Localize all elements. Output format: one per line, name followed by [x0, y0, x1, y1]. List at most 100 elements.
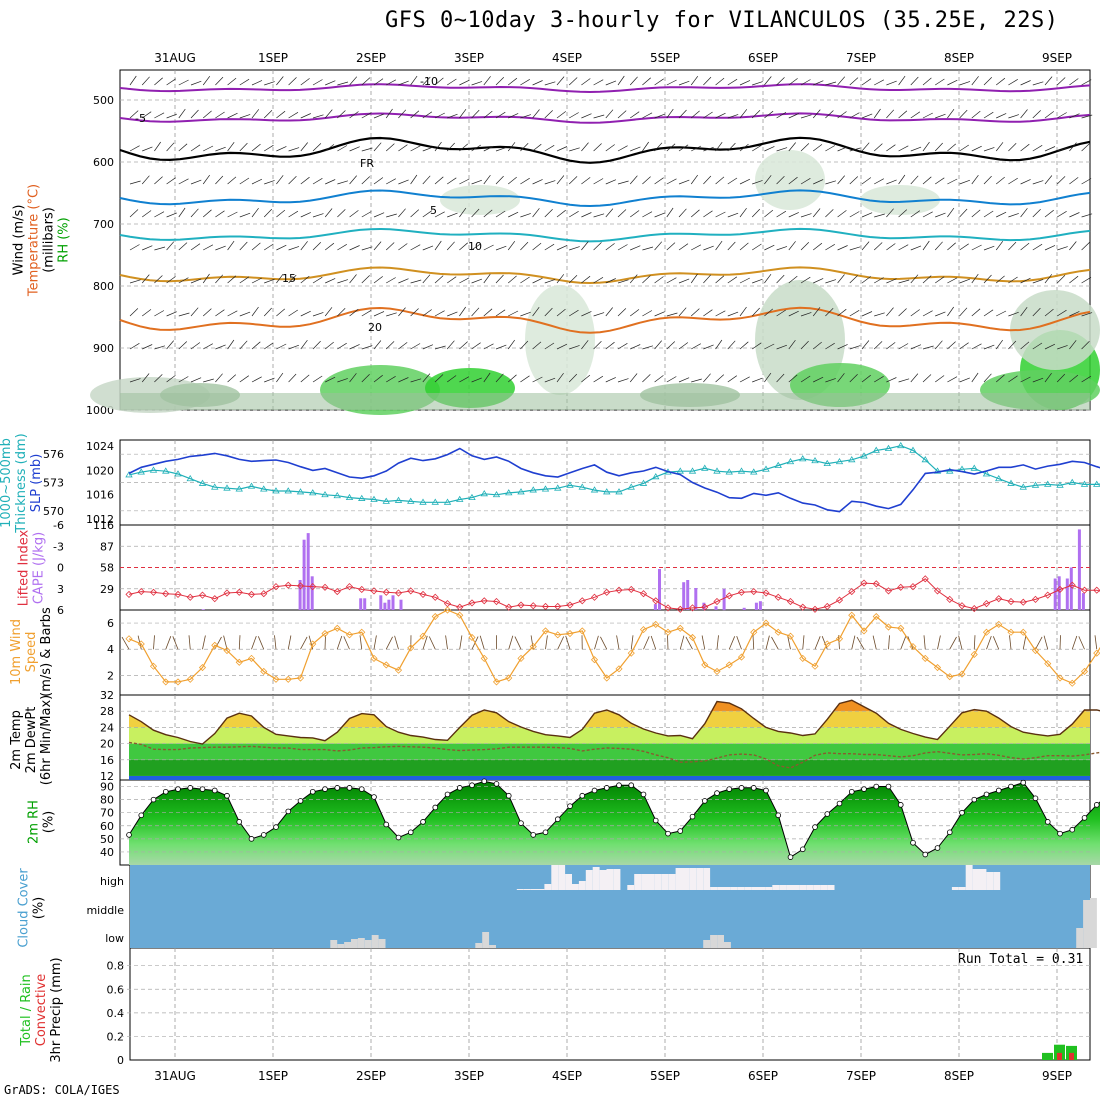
lifted-index-marker — [149, 588, 158, 596]
wind-barb — [251, 109, 260, 119]
cloud-high-bar — [779, 885, 787, 890]
wind-barb — [422, 274, 431, 284]
thickness-marker — [627, 483, 635, 490]
surface-wind-barb — [557, 636, 565, 650]
wind-barb — [507, 77, 518, 86]
contour-label: 20 — [368, 321, 382, 334]
wind-speed-marker — [468, 633, 476, 642]
wind-barb — [666, 376, 677, 383]
thickness-marker — [578, 483, 586, 490]
wind-barb — [581, 142, 589, 152]
wind-barb — [385, 108, 393, 119]
surface-wind-barb — [373, 635, 377, 650]
wind-barb — [800, 340, 809, 350]
wind-barb — [691, 343, 701, 350]
temp-band — [129, 743, 1090, 760]
wind-barb — [166, 78, 176, 86]
wind-barb — [520, 340, 529, 350]
wind-barb — [544, 279, 556, 284]
wind-barb — [1044, 76, 1053, 86]
thickness-marker — [639, 479, 648, 486]
wind-speed-marker — [786, 632, 795, 640]
wind-barb — [874, 376, 884, 383]
surface-wind-barb — [394, 635, 399, 650]
li-tick: 3 — [57, 583, 64, 596]
wind-speed-marker — [848, 611, 856, 619]
thickness-marker — [603, 488, 611, 495]
thickness-marker — [897, 441, 905, 449]
thickness-marker — [860, 452, 868, 459]
wind-barb — [312, 114, 324, 119]
wind-barb — [983, 309, 994, 317]
wind-barb — [959, 109, 968, 119]
thickness-marker — [676, 467, 684, 474]
wind-barb — [617, 244, 628, 251]
wind-barb — [410, 244, 421, 251]
wind-barb — [678, 307, 687, 317]
wind-speed-marker — [823, 640, 831, 648]
cape-bar — [742, 607, 746, 610]
wind-barb — [678, 208, 687, 218]
wind-barb — [520, 311, 531, 317]
wind-barb — [556, 76, 565, 86]
surface-wind-barb — [728, 636, 736, 650]
wind-barb — [227, 374, 237, 383]
wind-barb — [154, 345, 166, 350]
wind-barb — [508, 310, 519, 317]
wind-barb — [300, 176, 310, 185]
wind-barb — [385, 143, 395, 152]
wind-barb — [556, 175, 565, 185]
wind-barb — [654, 78, 664, 86]
wind-barb — [776, 210, 787, 218]
cloud-tick: middle — [86, 904, 124, 917]
wind-barb — [727, 177, 738, 185]
surface-wind-barb — [251, 635, 257, 650]
temp-band — [129, 759, 1090, 776]
wind-barb — [288, 373, 297, 383]
wind-barb — [264, 278, 275, 284]
wind-barb — [215, 210, 225, 218]
wind-barb — [471, 179, 483, 185]
cloud-high-bar — [986, 872, 994, 890]
cloud-high-bar — [592, 867, 600, 890]
wind-barb — [886, 80, 897, 86]
wind-barb — [556, 372, 564, 383]
slp-line — [128, 447, 1100, 513]
rh-marker — [273, 824, 279, 830]
cape-bar — [754, 602, 758, 610]
wind-speed-marker — [247, 654, 256, 662]
wind-barb — [739, 306, 747, 317]
wind-barb — [227, 77, 237, 86]
wind-speed-marker — [933, 663, 942, 672]
wind-barb — [788, 113, 799, 119]
wind-speed-marker — [1031, 646, 1040, 655]
wind-barb — [1081, 178, 1092, 185]
wind-barb — [203, 145, 214, 152]
wind-barb — [373, 177, 384, 185]
wind-barb — [1032, 377, 1044, 383]
wind-barb — [593, 277, 604, 284]
li-tick: 0 — [57, 562, 64, 575]
surface-wind-barb — [257, 636, 265, 650]
wind-barb — [764, 209, 774, 218]
surface-wind-barb — [802, 635, 805, 650]
wind-speed-marker — [1019, 628, 1027, 636]
wind-barb — [202, 273, 210, 284]
cloud-high-bar — [668, 874, 676, 890]
wind-barb — [300, 212, 311, 218]
cloud-low-bar — [378, 939, 386, 948]
wind-speed-marker — [566, 629, 574, 638]
thickness-marker — [615, 488, 623, 495]
wind-barb — [422, 76, 431, 86]
wind-speed-marker — [345, 631, 354, 639]
axis-title: 2m DewPt — [24, 707, 39, 774]
rh-marker — [371, 794, 377, 800]
wind-barb — [849, 176, 859, 185]
wind-barb — [361, 246, 373, 251]
wind-barb — [422, 111, 433, 119]
wind-barb — [1008, 213, 1019, 218]
lifted-index-marker — [835, 596, 844, 604]
wind-barb — [532, 143, 542, 152]
wind-barb — [251, 143, 261, 152]
